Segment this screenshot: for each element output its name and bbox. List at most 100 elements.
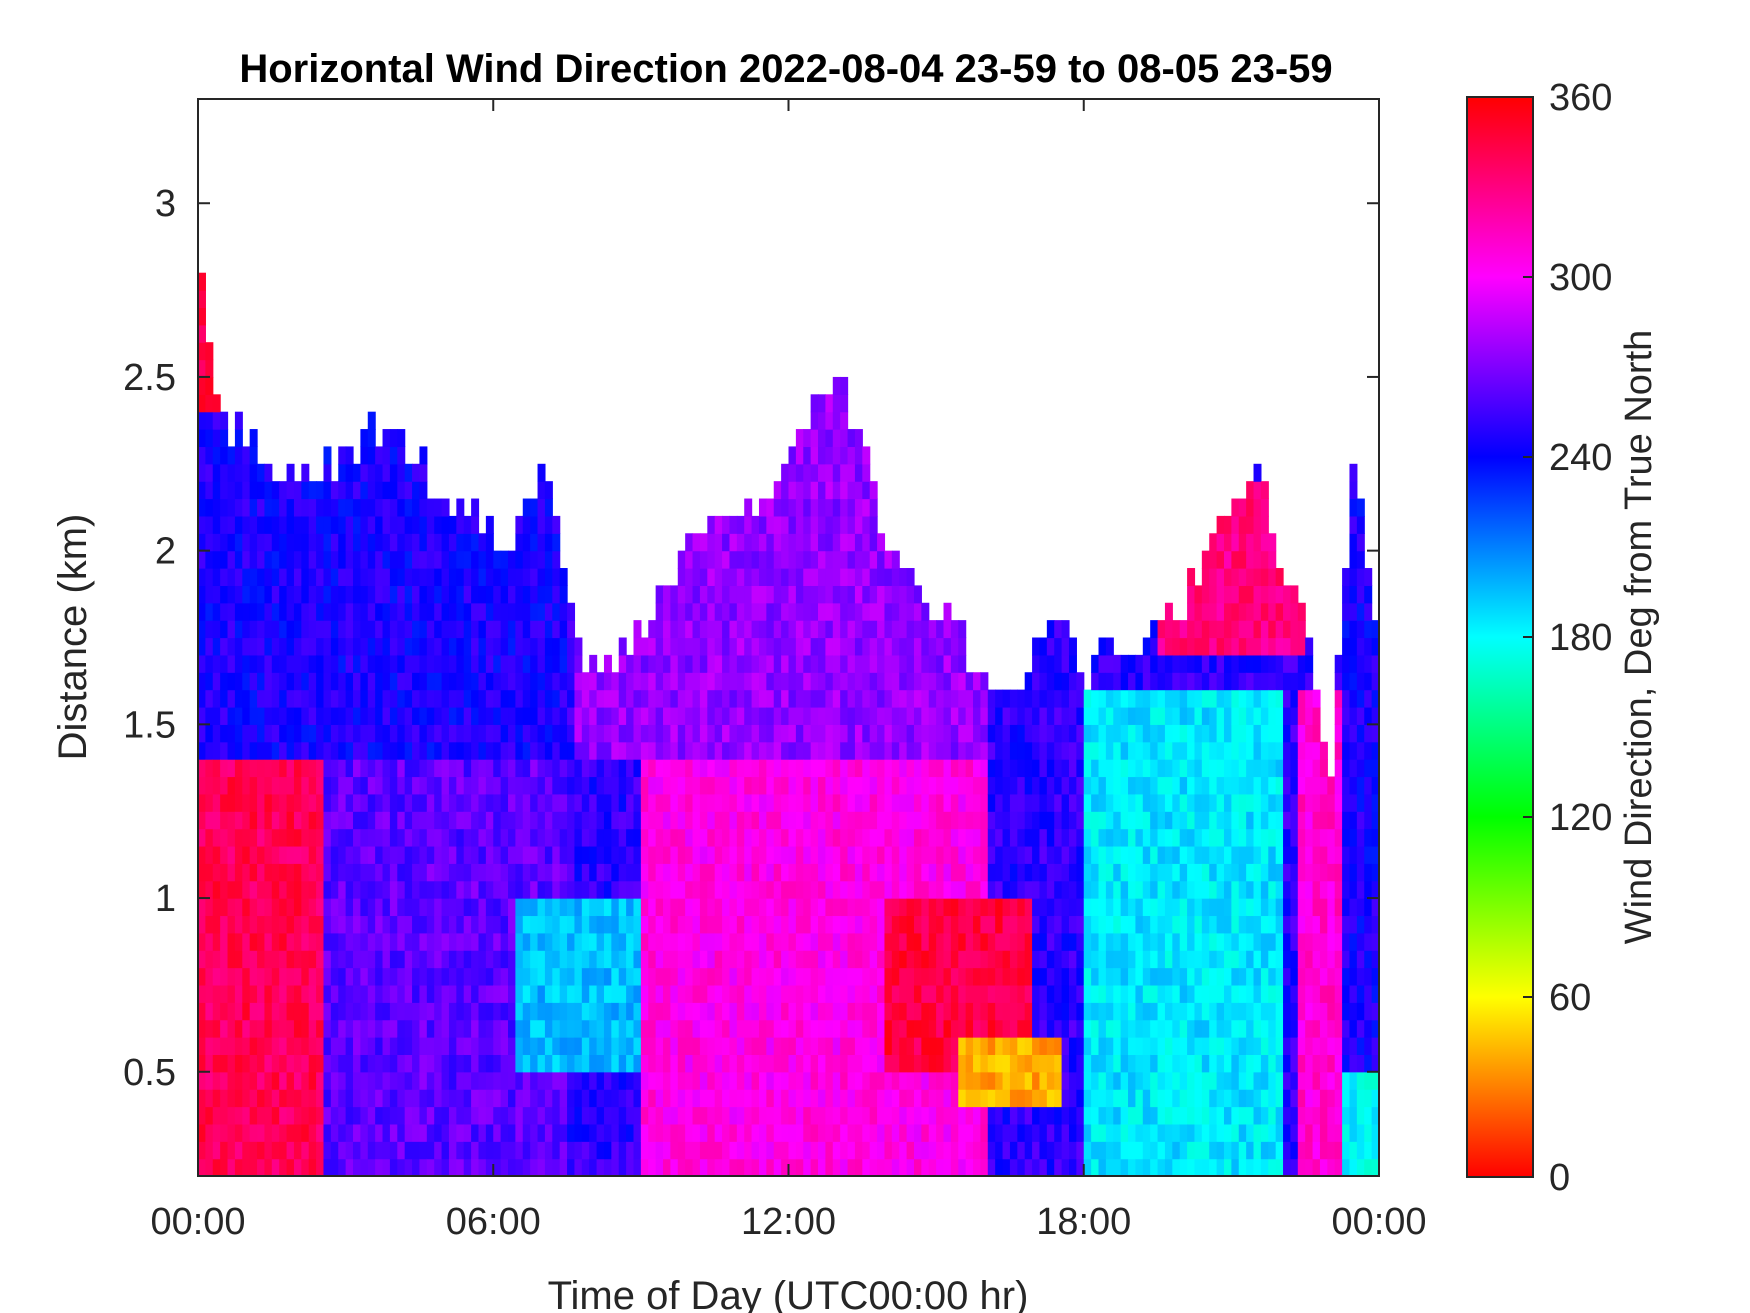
heatmap-cell bbox=[722, 1089, 731, 1108]
heatmap-cell bbox=[840, 706, 849, 725]
heatmap-cell bbox=[729, 880, 738, 899]
heatmap-cell bbox=[301, 863, 310, 882]
heatmap-cell bbox=[198, 1123, 206, 1142]
heatmap-cell bbox=[877, 776, 886, 795]
heatmap-cell bbox=[1128, 1089, 1137, 1108]
heatmap-cell bbox=[323, 1037, 332, 1055]
heatmap-cell bbox=[1076, 1019, 1085, 1038]
heatmap-cell bbox=[773, 1141, 782, 1160]
heatmap-cell bbox=[463, 845, 472, 864]
heatmap-cell bbox=[271, 1106, 280, 1125]
heatmap-cell bbox=[338, 568, 347, 586]
heatmap-cell bbox=[722, 811, 731, 830]
heatmap-cell bbox=[987, 828, 996, 847]
heatmap-cell bbox=[825, 1054, 834, 1073]
heatmap-cell bbox=[456, 898, 465, 917]
heatmap-cell bbox=[1061, 724, 1070, 743]
heatmap-cell bbox=[426, 515, 435, 534]
heatmap-cell bbox=[869, 1054, 878, 1073]
heatmap-cell bbox=[958, 863, 967, 882]
heatmap-cell bbox=[913, 654, 922, 673]
heatmap-cell bbox=[825, 533, 834, 552]
heatmap-cell bbox=[205, 602, 214, 621]
heatmap-cell bbox=[891, 585, 900, 604]
heatmap-cell bbox=[375, 585, 384, 604]
heatmap-cell bbox=[1201, 1071, 1210, 1090]
heatmap-cell bbox=[574, 880, 583, 899]
heatmap-cell bbox=[375, 706, 384, 725]
heatmap-cell bbox=[242, 1158, 251, 1176]
heatmap-cell bbox=[515, 793, 524, 812]
heatmap-cell bbox=[943, 776, 952, 795]
heatmap-cell bbox=[1054, 1019, 1063, 1038]
heatmap-cell bbox=[965, 1002, 974, 1021]
heatmap-cell bbox=[840, 602, 849, 621]
heatmap-cell bbox=[530, 1106, 539, 1125]
heatmap-cell bbox=[626, 1054, 635, 1073]
heatmap-cell bbox=[626, 776, 635, 795]
heatmap-cell bbox=[906, 654, 915, 673]
heatmap-cell bbox=[891, 568, 900, 586]
heatmap-cell bbox=[781, 550, 790, 569]
heatmap-cell bbox=[227, 759, 236, 778]
heatmap-cell bbox=[500, 1106, 509, 1125]
heatmap-cell bbox=[456, 759, 465, 778]
heatmap-cell bbox=[758, 1054, 767, 1073]
heatmap-cell bbox=[293, 1106, 302, 1125]
heatmap-cell bbox=[685, 845, 694, 864]
heatmap-cell bbox=[692, 793, 701, 812]
heatmap-cell bbox=[220, 533, 229, 552]
heatmap-cell bbox=[832, 498, 841, 517]
heatmap-cell bbox=[869, 637, 878, 656]
heatmap-cell bbox=[655, 724, 664, 743]
heatmap-cell bbox=[426, 1037, 435, 1055]
heatmap-cell bbox=[640, 1158, 649, 1176]
heatmap-cell bbox=[692, 967, 701, 986]
heatmap-cell bbox=[323, 481, 332, 500]
heatmap-cell bbox=[965, 1106, 974, 1125]
heatmap-cell bbox=[825, 394, 834, 413]
heatmap-cell bbox=[928, 863, 937, 882]
heatmap-cell bbox=[353, 585, 361, 604]
heatmap-cell bbox=[581, 828, 590, 847]
heatmap-cell bbox=[862, 898, 871, 917]
heatmap-cell bbox=[264, 845, 273, 864]
heatmap-cell bbox=[316, 706, 325, 725]
heatmap-cell bbox=[397, 1019, 406, 1038]
heatmap-cell bbox=[714, 759, 723, 778]
heatmap-cell bbox=[441, 1071, 450, 1090]
heatmap-cell bbox=[367, 898, 376, 917]
heatmap-cell bbox=[928, 776, 937, 795]
heatmap-cell bbox=[795, 759, 804, 778]
heatmap-cell bbox=[234, 1106, 243, 1125]
heatmap-cell bbox=[758, 1089, 767, 1108]
heatmap-cell bbox=[818, 637, 826, 656]
heatmap-cell bbox=[448, 984, 457, 1003]
heatmap-cell bbox=[995, 828, 1004, 847]
heatmap-cell bbox=[367, 550, 376, 569]
heatmap-cell bbox=[316, 1141, 325, 1160]
heatmap-cell bbox=[965, 689, 974, 708]
heatmap-cell bbox=[869, 776, 878, 795]
heatmap-cell bbox=[345, 759, 354, 778]
heatmap-cell bbox=[980, 932, 989, 951]
heatmap-cell bbox=[1002, 811, 1011, 830]
heatmap-cell bbox=[1039, 1106, 1048, 1125]
heatmap-cell bbox=[508, 672, 516, 691]
heatmap-cell bbox=[677, 759, 686, 778]
heatmap-cell bbox=[567, 602, 576, 621]
heatmap-cell bbox=[508, 828, 516, 847]
heatmap-cell bbox=[847, 1123, 856, 1142]
heatmap-cell bbox=[471, 1019, 480, 1038]
heatmap-cell bbox=[744, 828, 753, 847]
heatmap-cell bbox=[353, 1158, 361, 1176]
heatmap-cell bbox=[736, 950, 745, 969]
heatmap-cell bbox=[626, 654, 635, 673]
heatmap-cell bbox=[869, 585, 878, 604]
heatmap-cell bbox=[441, 637, 450, 656]
heatmap-cell bbox=[293, 828, 302, 847]
heatmap-cell bbox=[862, 915, 871, 934]
heatmap-cell bbox=[640, 689, 649, 708]
heatmap-cell bbox=[330, 759, 339, 778]
heatmap-cell bbox=[987, 1141, 996, 1160]
